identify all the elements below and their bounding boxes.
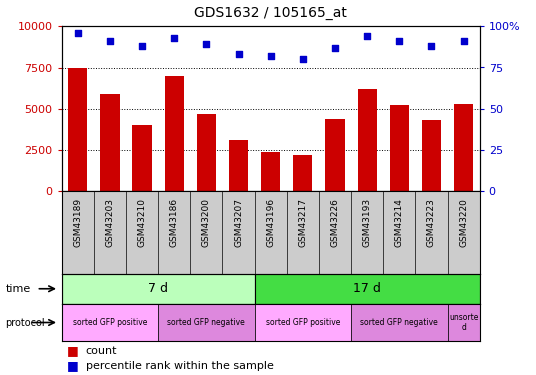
Bar [165, 76, 184, 191]
Point [202, 41, 211, 47]
Text: GSM43214: GSM43214 [395, 198, 404, 247]
Bar [255, 304, 351, 341]
Bar [325, 118, 345, 191]
Point [106, 38, 114, 44]
Text: GSM43203: GSM43203 [106, 198, 114, 247]
Bar [197, 114, 216, 191]
Text: sorted GFP negative: sorted GFP negative [360, 318, 438, 327]
Bar [100, 94, 120, 191]
Text: GSM43186: GSM43186 [170, 198, 178, 247]
Text: ■: ■ [67, 344, 79, 357]
Text: GSM43220: GSM43220 [459, 198, 468, 247]
Point [170, 35, 178, 41]
Bar [68, 68, 87, 191]
Text: GSM43196: GSM43196 [266, 198, 275, 247]
Text: GSM43193: GSM43193 [363, 198, 371, 247]
Text: count: count [86, 346, 117, 356]
Text: 7 d: 7 d [148, 282, 168, 295]
Text: percentile rank within the sample: percentile rank within the sample [86, 360, 274, 370]
Bar [62, 304, 158, 341]
Text: sorted GFP positive: sorted GFP positive [73, 318, 147, 327]
Bar [454, 104, 473, 191]
Bar [422, 120, 441, 191]
Bar [358, 89, 377, 191]
Text: GDS1632 / 105165_at: GDS1632 / 105165_at [194, 6, 347, 20]
Text: GSM43207: GSM43207 [234, 198, 243, 247]
Point [299, 56, 307, 62]
Text: sorted GFP positive: sorted GFP positive [266, 318, 340, 327]
Bar [229, 140, 248, 191]
Text: unsorte
d: unsorte d [449, 313, 478, 332]
Text: 17 d: 17 d [353, 282, 381, 295]
Text: GSM43200: GSM43200 [202, 198, 211, 247]
Text: protocol: protocol [5, 318, 45, 327]
Point [73, 30, 82, 36]
Point [266, 53, 275, 59]
Text: ■: ■ [67, 359, 79, 372]
Bar [132, 125, 152, 191]
Bar [255, 274, 480, 304]
Point [459, 38, 468, 44]
Text: GSM43226: GSM43226 [331, 198, 339, 247]
Bar [158, 304, 255, 341]
Text: time: time [5, 284, 31, 294]
Point [363, 33, 371, 39]
Point [138, 43, 146, 49]
Point [395, 38, 404, 44]
Bar [293, 155, 312, 191]
Text: GSM43217: GSM43217 [299, 198, 307, 247]
Bar [448, 304, 480, 341]
Point [331, 45, 339, 51]
Bar [261, 152, 280, 191]
Point [234, 51, 243, 57]
Text: GSM43189: GSM43189 [73, 198, 82, 247]
Point [427, 43, 436, 49]
Bar [62, 274, 255, 304]
Text: GSM43223: GSM43223 [427, 198, 436, 247]
Bar [351, 304, 448, 341]
Bar [390, 105, 409, 191]
Text: GSM43210: GSM43210 [138, 198, 146, 247]
Text: sorted GFP negative: sorted GFP negative [167, 318, 245, 327]
